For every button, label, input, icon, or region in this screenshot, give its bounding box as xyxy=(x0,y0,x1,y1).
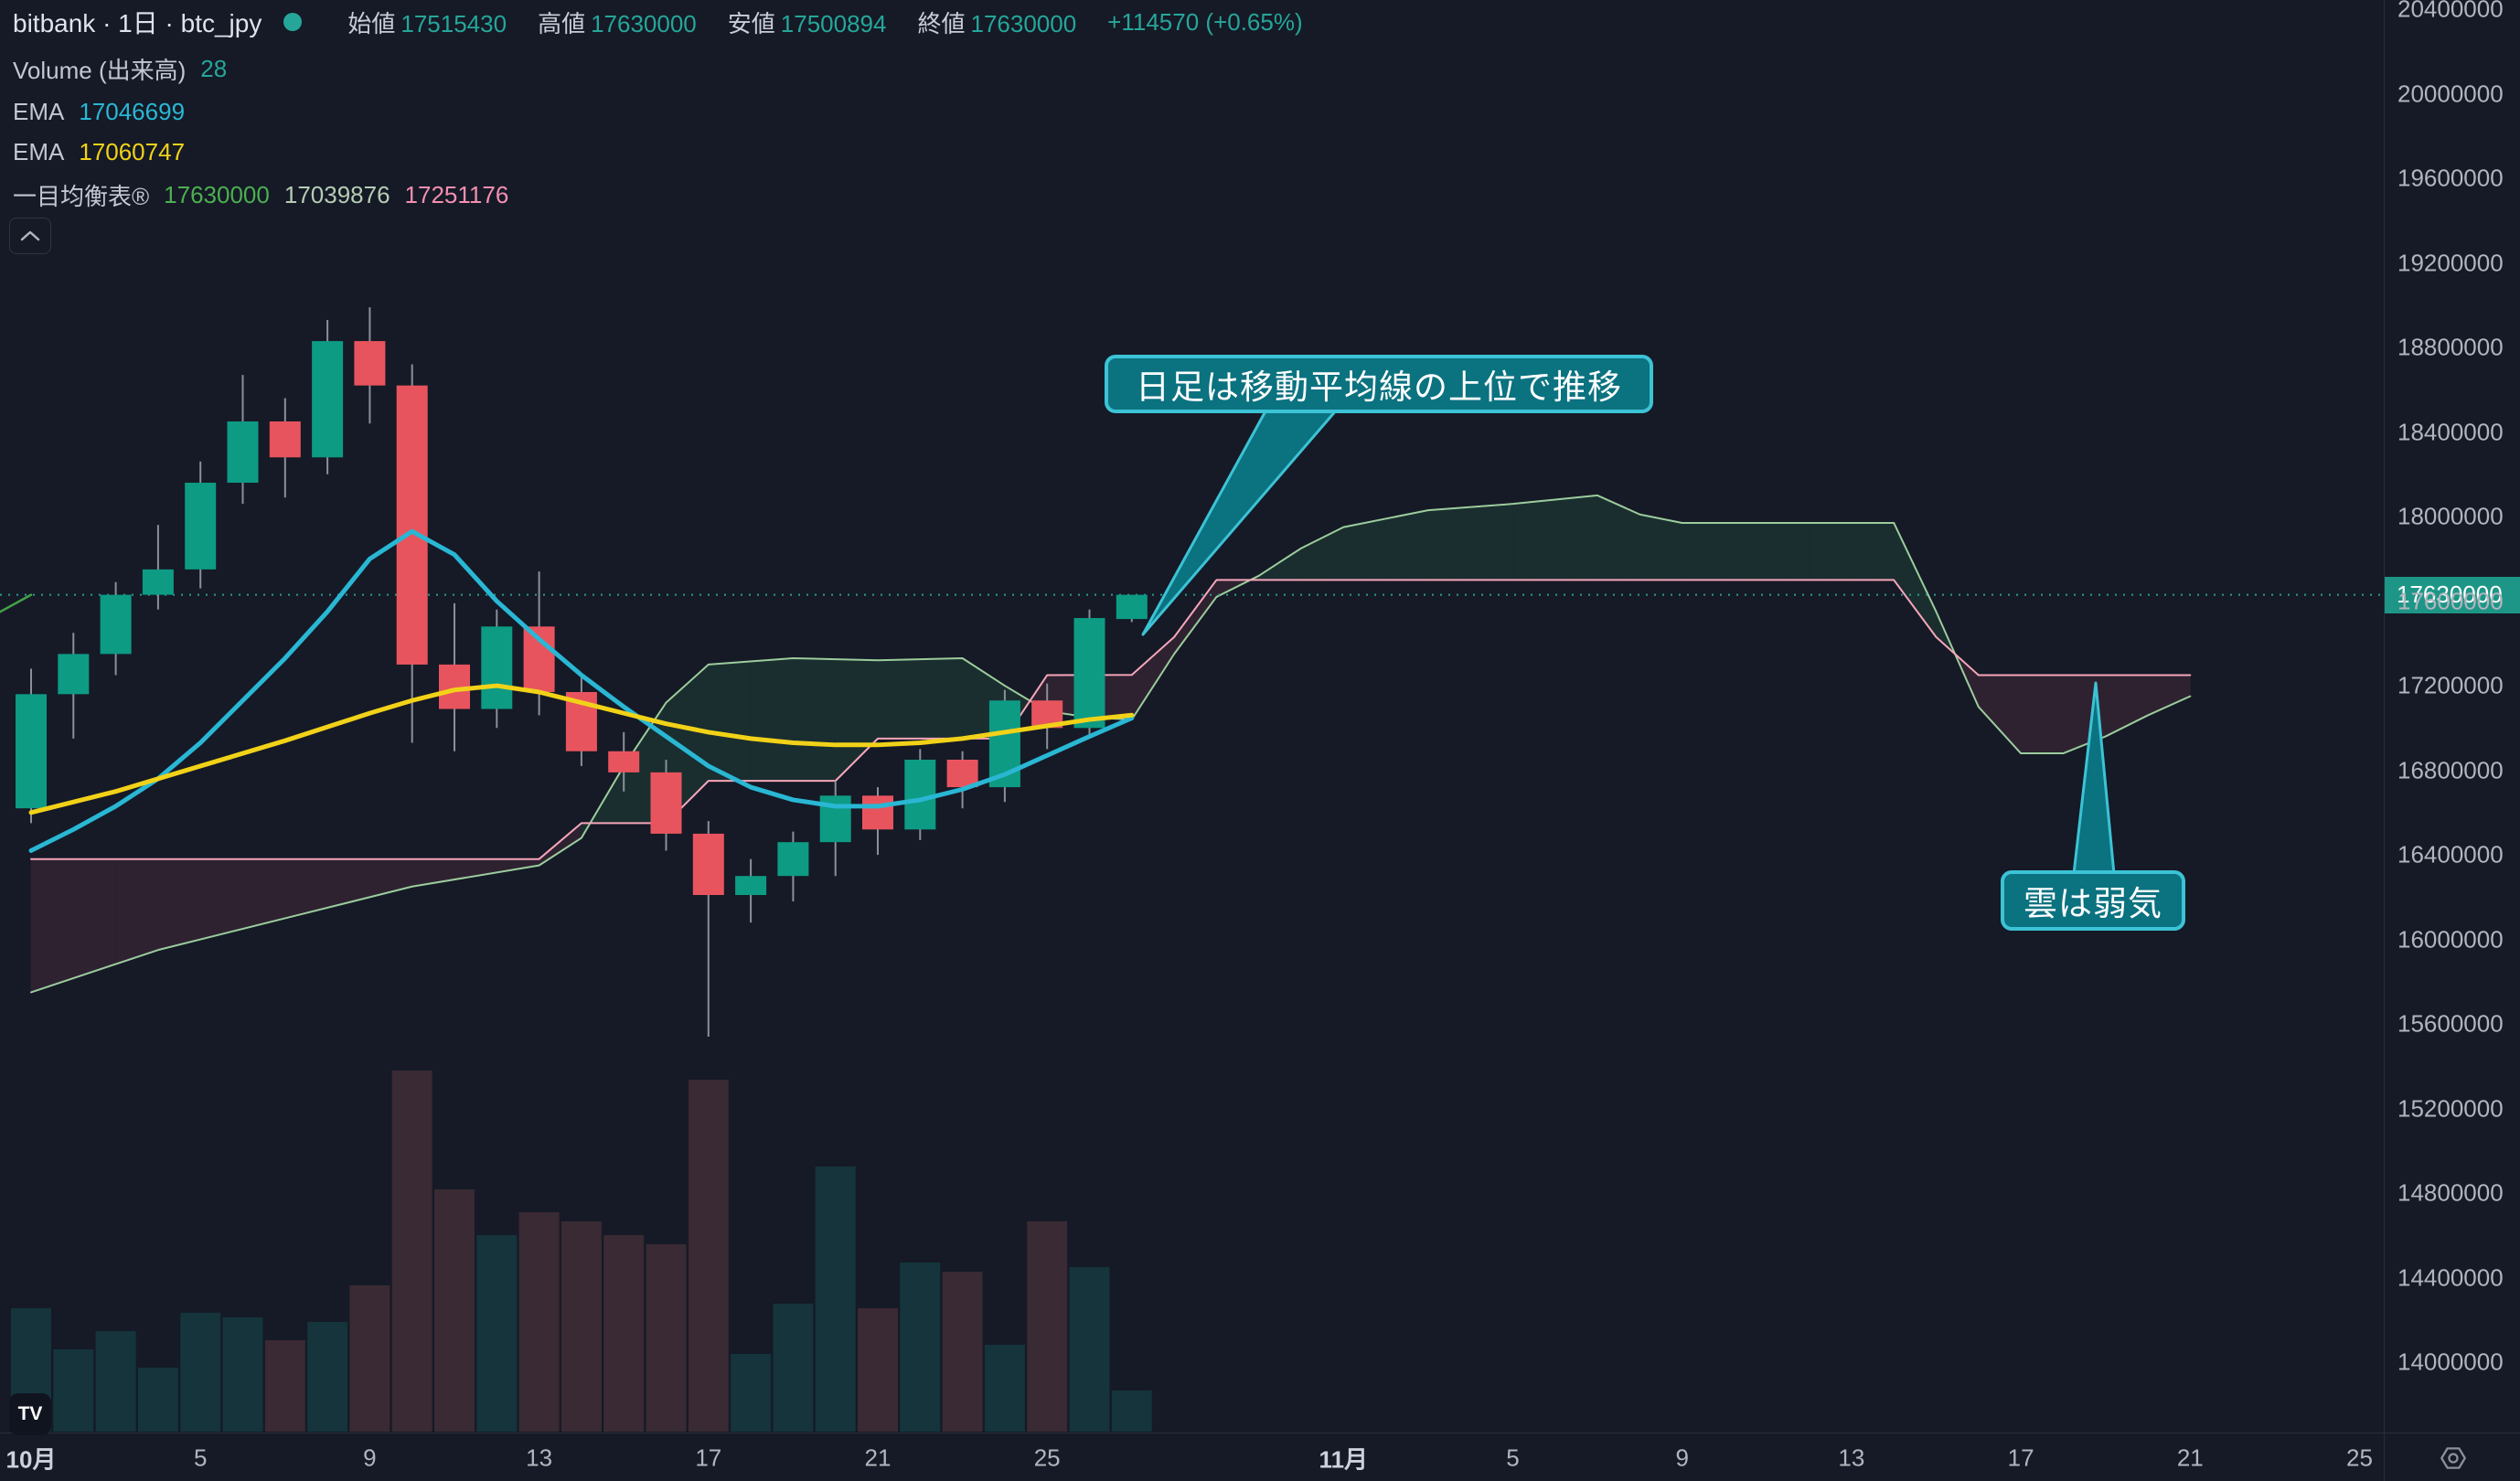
ema-fast-line xyxy=(28,528,1135,853)
price-axis-label: 16800000 xyxy=(2397,756,2504,784)
time-axis-label: 9 xyxy=(1675,1444,1689,1471)
candle xyxy=(16,694,47,809)
time-axis-label: 13 xyxy=(1838,1444,1865,1471)
chevron-up-icon xyxy=(20,230,40,241)
ema-fast-row[interactable]: EMA 17046699 xyxy=(13,98,1303,126)
time-axis-label: 25 xyxy=(1033,1444,1061,1471)
volume-label: Volume (出来高) xyxy=(13,57,187,84)
ichimoku-cloud xyxy=(30,495,2191,993)
ohlc-low: 安値 17500894 xyxy=(727,9,887,37)
candle xyxy=(1073,618,1105,729)
candle xyxy=(481,626,513,709)
time-axis-label: 9 xyxy=(363,1444,377,1471)
price-axis-label: 17600000 xyxy=(2397,587,2504,615)
candle xyxy=(650,772,682,834)
ema-slow-label: EMA xyxy=(13,138,65,165)
symbol-row[interactable]: bitbank · 1日 · btc_jpy 始値 17515430 高値 1763… xyxy=(13,4,1303,40)
candle xyxy=(354,341,386,386)
ema-slow-value: 17060747 xyxy=(79,138,186,165)
ema-fast-value: 17046699 xyxy=(79,98,186,125)
candle xyxy=(777,842,809,877)
ichimoku-label: 一目均衡表® xyxy=(13,183,150,210)
ema-slow-row[interactable]: EMA 17060747 xyxy=(13,138,1303,166)
price-axis-label: 15600000 xyxy=(2397,1009,2504,1038)
price-axis-label: 15200000 xyxy=(2397,1094,2504,1123)
ohlc-open: 始値 17515430 xyxy=(347,9,507,37)
tradingview-logo[interactable]: TV xyxy=(9,1393,51,1435)
time-axis-label: 25 xyxy=(2346,1444,2373,1471)
candle xyxy=(185,483,217,570)
legend: bitbank · 1日 · btc_jpy 始値 17515430 高値 1763… xyxy=(13,4,1303,224)
price-axis-label: 17200000 xyxy=(2397,671,2504,699)
annotation-callout-ma[interactable]: 日足は移動平均線の上位で推移 xyxy=(1105,355,1653,413)
ichimoku-chikou-value: 17630000 xyxy=(164,181,270,208)
senkou-span-b-line xyxy=(30,579,2192,860)
price-axis-label: 18800000 xyxy=(2397,333,2504,361)
price-axis-label: 20400000 xyxy=(2397,0,2504,23)
price-axis-label: 20000000 xyxy=(2397,80,2504,107)
price-axis-label: 19600000 xyxy=(2397,164,2504,192)
volume-bars xyxy=(11,1071,1152,1432)
price-axis-label: 16400000 xyxy=(2397,840,2504,868)
candles xyxy=(16,307,1148,1037)
candle xyxy=(142,569,174,595)
volume-value: 28 xyxy=(200,55,228,82)
price-axis-label: 16000000 xyxy=(2397,925,2504,954)
price-axis[interactable]: 17630000 20400000 20000000 19600000 1920000… xyxy=(2384,0,2520,1481)
candle xyxy=(735,876,767,896)
time-axis-label: 13 xyxy=(526,1444,553,1471)
ema-fast-label: EMA xyxy=(13,98,65,125)
time-axis-label: 17 xyxy=(695,1444,722,1471)
price-change: +114570 (+0.65%) xyxy=(1107,7,1303,36)
time-axis-label: 21 xyxy=(2176,1444,2204,1471)
price-axis-label: 14800000 xyxy=(2397,1178,2504,1207)
ema-slow-line xyxy=(28,683,1135,815)
candle xyxy=(58,654,90,695)
time-axis-label: 11月 xyxy=(1319,1445,1369,1473)
candle xyxy=(946,759,978,788)
candle xyxy=(312,341,344,458)
price-chart-canvas[interactable] xyxy=(0,0,2384,1433)
candle xyxy=(227,421,259,484)
candle xyxy=(904,759,936,830)
time-axis[interactable]: 10月 5 9 13 17 21 25 11月 5 9 13 17 21 25 xyxy=(0,1433,2384,1481)
last-price-tag: 17630000 xyxy=(2385,576,2520,613)
time-axis-label: 17 xyxy=(2007,1444,2034,1471)
candle xyxy=(1116,594,1148,620)
price-axis-label: 18000000 xyxy=(2397,502,2504,530)
time-axis-label: 21 xyxy=(864,1444,892,1471)
ohlc-close: 終値 17630000 xyxy=(917,9,1077,37)
ichimoku-row[interactable]: 一目均衡表® 17630000 17039876 17251176 xyxy=(13,178,1303,212)
candle xyxy=(692,833,724,896)
candle xyxy=(608,751,640,772)
market-status-dot-icon xyxy=(283,13,303,31)
axis-settings-corner[interactable] xyxy=(2384,1433,2520,1481)
price-axis-label: 14000000 xyxy=(2397,1348,2504,1376)
annotation-callout-cloud[interactable]: 雲は弱気 xyxy=(2001,870,2185,931)
collapse-indicators-button[interactable] xyxy=(9,218,51,254)
ichimoku-senkou-b-value: 17251176 xyxy=(404,181,509,208)
candle xyxy=(862,795,893,830)
time-axis-label: 5 xyxy=(193,1444,208,1471)
price-axis-label: 19200000 xyxy=(2397,249,2504,277)
candle xyxy=(396,385,428,665)
candle xyxy=(269,421,301,458)
ichimoku-senkou-a-value: 17039876 xyxy=(283,181,390,208)
gear-icon xyxy=(2440,1446,2466,1469)
chikou-span-line xyxy=(0,593,33,613)
symbol-title[interactable]: bitbank · 1日 · btc_jpy xyxy=(13,9,262,37)
time-axis-label: 10月 xyxy=(5,1445,57,1473)
ohlc-high: 高値 17630000 xyxy=(538,9,697,37)
time-axis-label: 5 xyxy=(1506,1444,1520,1471)
price-axis-label: 18400000 xyxy=(2397,418,2504,446)
price-axis-label: 14400000 xyxy=(2397,1263,2504,1292)
candle xyxy=(100,594,132,655)
volume-indicator-row[interactable]: Volume (出来高) 28 xyxy=(13,52,1303,86)
